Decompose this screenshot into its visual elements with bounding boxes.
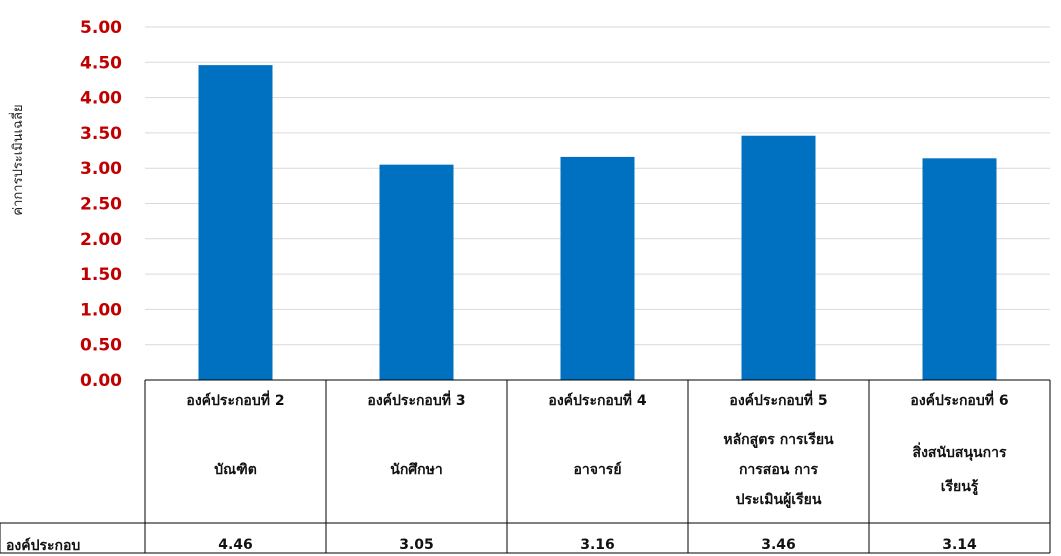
category-label: องค์ประกอบที่ 3: [367, 390, 465, 409]
y-tick-label: 1.50: [80, 265, 122, 285]
category-label: องค์ประกอบที่ 2: [186, 390, 284, 409]
y-tick-label: 3.00: [80, 159, 122, 179]
y-tick-label: 0.00: [80, 371, 122, 391]
y-axis-ticks: 0.00 0.50 1.00 1.50 2.00 2.50 3.00 3.50 4.00 4.50…: [80, 18, 122, 391]
y-tick-label: 0.50: [80, 336, 122, 356]
category-label: บัณฑิต: [214, 462, 257, 478]
bar: [560, 156, 635, 380]
data-table-row-label: องค์ประกอบ: [6, 537, 80, 554]
bar: [198, 65, 273, 381]
y-tick-label: 3.50: [80, 124, 122, 144]
category-label: สิ่งสนับสนุนการ: [912, 442, 1007, 461]
category-label: อาจารย์: [573, 461, 621, 478]
category-label: องค์ประกอบที่ 4: [548, 390, 646, 409]
y-tick-label: 1.00: [80, 300, 122, 320]
y-tick-label: 5.00: [80, 18, 122, 38]
data-table-value: 3.05: [399, 537, 434, 553]
bar: [379, 164, 454, 380]
category-label: เรียนรู้: [941, 479, 979, 495]
category-label: หลักสูตร การเรียน: [723, 432, 834, 448]
category-label: ประเมินผู้เรียน: [736, 492, 822, 508]
category-label: นักศึกษา: [390, 461, 443, 478]
data-table-value: 3.16: [580, 537, 615, 553]
data-table-value: 3.46: [761, 537, 796, 553]
category-label: องค์ประกอบที่ 6: [910, 390, 1008, 409]
y-tick-label: 4.50: [80, 53, 122, 73]
data-table-value: 3.14: [942, 537, 977, 553]
y-tick-label: 2.00: [80, 230, 122, 250]
category-label: การสอน การ: [739, 462, 819, 478]
data-table: องค์ประกอบ องค์ประกอบที่ 2 บัณฑิต 4.46 องค์…: [0, 379, 1051, 554]
y-tick-label: 2.50: [80, 195, 122, 215]
category-label: องค์ประกอบที่ 5: [729, 390, 827, 409]
bar: [741, 135, 816, 380]
y-tick-label: 4.00: [80, 89, 122, 109]
bars: [198, 65, 997, 381]
y-axis-label: ค่าการประเมินเฉลี่ย: [9, 104, 26, 215]
data-table-value: 4.46: [218, 537, 253, 553]
bar: [922, 158, 997, 380]
